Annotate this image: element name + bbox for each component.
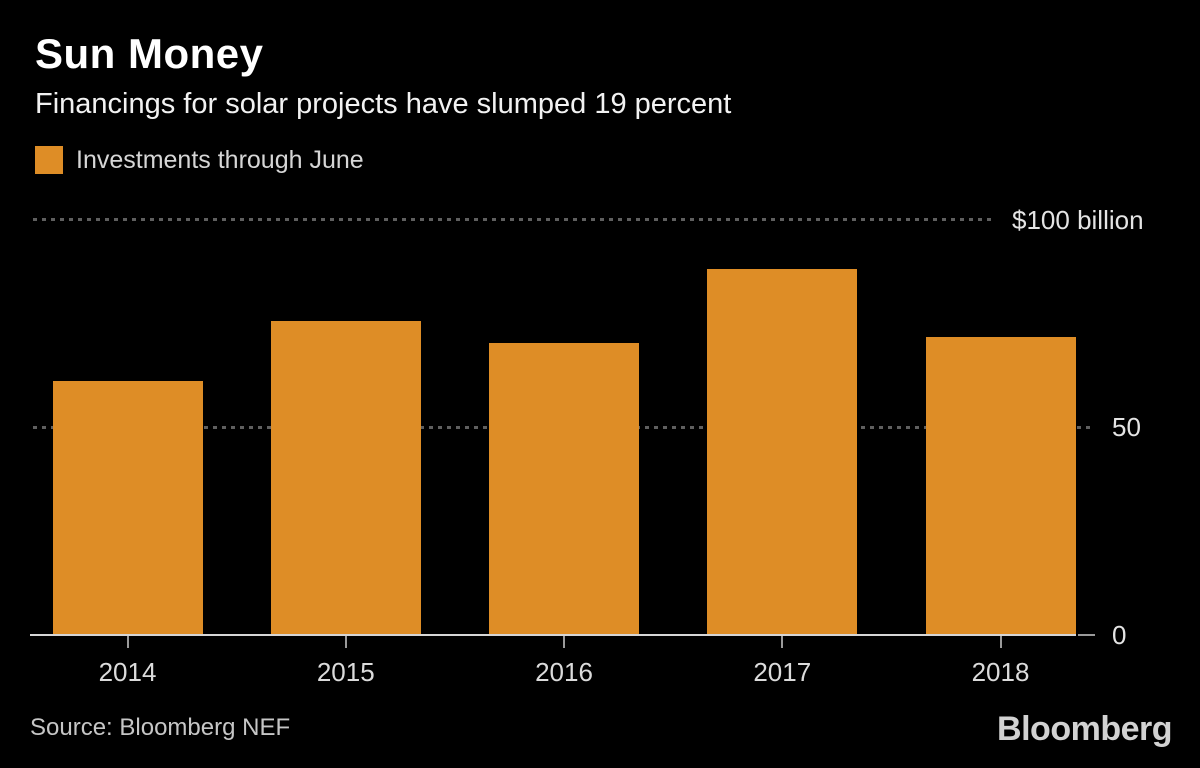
x-label-2014: 2014 [98,657,157,687]
x-label-2015: 2015 [316,657,375,687]
x-tick-2018 [999,636,1002,648]
bar-2018 [925,337,1076,634]
x-tick-2015 [344,636,347,648]
bloomberg-logo: Bloomberg [997,710,1172,748]
x-tick-2017 [781,636,784,648]
x-label-2016: 2016 [535,657,593,687]
legend-label: Investments through June [76,145,364,174]
legend-swatch-icon [35,146,63,174]
bar-2017 [707,269,858,634]
chart-subtitle: Financings for solar projects have slump… [35,88,732,120]
y-axis-label-100: $100 billion [1012,205,1144,235]
bar-2014 [52,381,203,634]
zero-axis-tick [1078,634,1095,636]
x-label-2017: 2017 [753,657,812,687]
y-axis-label-50: 50 [1112,412,1141,442]
gridline-100 [33,218,995,221]
legend: Investments through June [35,146,364,174]
x-axis-baseline [30,634,1076,636]
source-note: Source: Bloomberg NEF [30,714,291,741]
bar-2015 [270,321,421,634]
x-label-2018: 2018 [971,657,1030,687]
x-tick-2016 [563,636,565,648]
y-axis-label-0: 0 [1112,620,1127,650]
chart-title: Sun Money [35,30,264,77]
bar-2016 [489,343,639,634]
x-tick-2014 [126,636,129,648]
